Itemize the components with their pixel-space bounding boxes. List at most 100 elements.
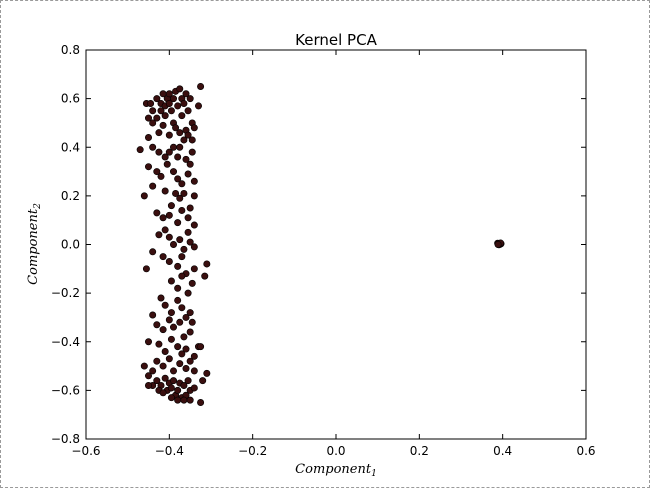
data-point bbox=[182, 155, 190, 163]
data-point bbox=[190, 221, 198, 229]
data-point bbox=[176, 236, 184, 244]
data-point bbox=[145, 338, 153, 346]
data-point bbox=[186, 238, 194, 246]
data-point bbox=[178, 112, 186, 120]
data-point bbox=[159, 214, 167, 222]
x-axis-label-main: Component bbox=[295, 462, 372, 477]
y-tick-label: −0.8 bbox=[51, 432, 80, 446]
data-point bbox=[167, 335, 175, 343]
data-point bbox=[145, 134, 153, 142]
x-axis-label: Component1 bbox=[295, 462, 377, 479]
data-point bbox=[165, 99, 173, 107]
data-point bbox=[182, 364, 190, 372]
data-point bbox=[155, 231, 163, 239]
data-point bbox=[176, 129, 184, 137]
data-point bbox=[159, 389, 167, 397]
y-axis-label: Component2 bbox=[26, 203, 43, 285]
data-point bbox=[149, 182, 157, 190]
data-point bbox=[165, 131, 173, 139]
data-point bbox=[186, 95, 194, 103]
y-axis-label-subscript: 2 bbox=[33, 203, 43, 210]
data-point bbox=[170, 241, 178, 249]
data-point bbox=[165, 316, 173, 324]
data-point bbox=[180, 333, 188, 341]
x-tick-label: 0.0 bbox=[326, 444, 345, 458]
data-point bbox=[188, 279, 196, 287]
data-point bbox=[159, 121, 167, 129]
data-point bbox=[136, 146, 144, 154]
axis-ticks: −0.6 −0.4 −0.2 0.0 0.2 0.4 0.6−0.8−0.6−0.4−0.2… bbox=[51, 43, 596, 458]
data-point bbox=[157, 107, 165, 115]
data-point bbox=[190, 243, 198, 251]
data-point bbox=[149, 107, 157, 115]
data-point bbox=[190, 352, 198, 360]
data-point bbox=[174, 284, 182, 292]
data-point bbox=[165, 258, 173, 266]
data-point bbox=[159, 326, 167, 334]
x-tick-label: 0.4 bbox=[493, 444, 512, 458]
data-point bbox=[161, 347, 169, 355]
data-point bbox=[203, 260, 211, 268]
data-point bbox=[184, 107, 192, 115]
data-point bbox=[153, 209, 161, 217]
data-point bbox=[145, 163, 153, 171]
data-point bbox=[180, 189, 188, 197]
data-point bbox=[182, 90, 190, 98]
data-point bbox=[176, 85, 184, 93]
data-point bbox=[140, 362, 148, 370]
data-point bbox=[184, 377, 192, 385]
data-point bbox=[170, 95, 178, 103]
data-point bbox=[178, 304, 186, 312]
data-point bbox=[184, 289, 192, 297]
data-point bbox=[174, 386, 182, 394]
data-point bbox=[201, 272, 209, 280]
x-tick-label: −0.4 bbox=[155, 444, 184, 458]
data-point bbox=[153, 95, 161, 103]
data-point bbox=[188, 318, 196, 326]
data-point bbox=[157, 172, 165, 180]
data-point bbox=[195, 102, 203, 110]
y-tick-label: −0.6 bbox=[51, 383, 80, 397]
y-axis-label-main: Component bbox=[26, 208, 41, 285]
data-point bbox=[167, 394, 175, 402]
y-tick-label: 0.4 bbox=[61, 140, 80, 154]
y-tick-label: −0.2 bbox=[51, 286, 80, 300]
data-point bbox=[153, 377, 161, 385]
data-point bbox=[190, 384, 198, 392]
x-tick-label: 0.2 bbox=[410, 444, 429, 458]
data-point bbox=[180, 99, 188, 107]
data-point bbox=[180, 382, 188, 390]
data-point bbox=[494, 241, 502, 249]
data-point bbox=[174, 396, 182, 404]
data-point bbox=[140, 192, 148, 200]
data-point bbox=[186, 357, 194, 365]
data-point bbox=[184, 170, 192, 178]
data-point bbox=[190, 177, 198, 185]
data-point bbox=[188, 148, 196, 156]
y-tick-label: 0.2 bbox=[61, 189, 80, 203]
data-point bbox=[186, 309, 194, 317]
data-point bbox=[172, 124, 180, 132]
data-point bbox=[161, 374, 169, 382]
data-point bbox=[178, 206, 186, 214]
data-point bbox=[145, 372, 153, 380]
data-point bbox=[176, 360, 184, 368]
data-point bbox=[167, 277, 175, 285]
data-point bbox=[180, 245, 188, 253]
data-point bbox=[167, 202, 175, 210]
data-point bbox=[165, 233, 173, 241]
data-point bbox=[186, 396, 194, 404]
data-point bbox=[184, 228, 192, 236]
data-point bbox=[170, 323, 178, 331]
data-point bbox=[149, 367, 157, 375]
data-point bbox=[197, 82, 205, 90]
data-point bbox=[149, 311, 157, 319]
data-point bbox=[157, 294, 165, 302]
chart-title: Kernel PCA bbox=[295, 31, 377, 49]
data-point bbox=[174, 262, 182, 270]
data-point bbox=[167, 107, 175, 115]
y-tick-label: 0.8 bbox=[61, 43, 80, 57]
data-point bbox=[172, 189, 180, 197]
data-point bbox=[174, 175, 182, 183]
